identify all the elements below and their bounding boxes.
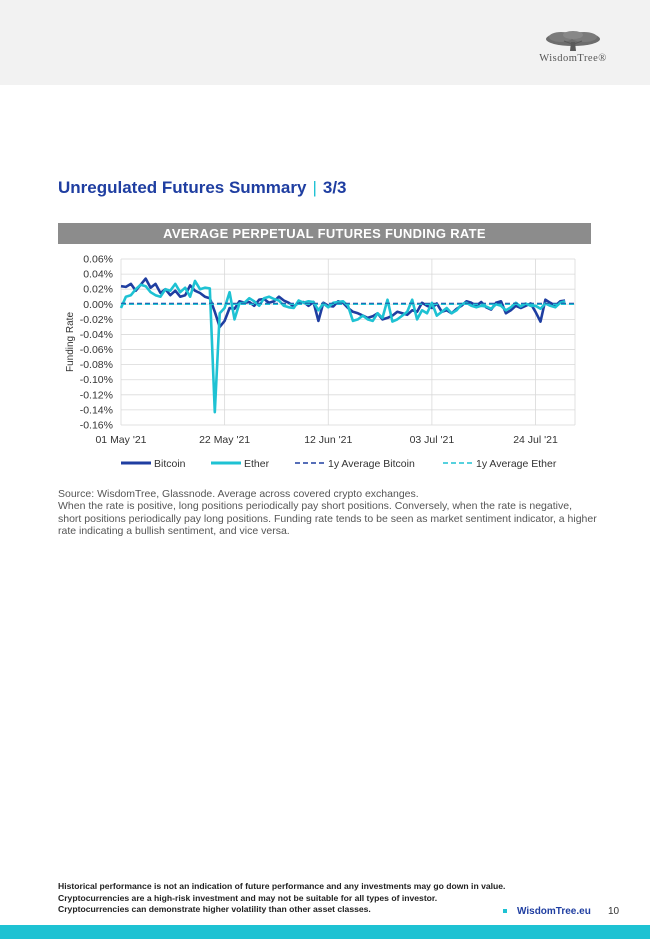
website-link-text[interactable]: WisdomTree.eu (517, 906, 591, 917)
tree-icon (546, 31, 600, 51)
legend-label-1y-average-bitcoin: 1y Average Bitcoin (328, 458, 415, 470)
bullet-square-icon (503, 909, 507, 914)
y-tick-label: 0.02% (83, 284, 113, 296)
y-tick-label: -0.14% (80, 404, 113, 416)
y-axis-label: Funding Rate (65, 312, 76, 372)
page-title-page: 3/3 (322, 178, 347, 197)
x-tick-label: 22 May '21 (199, 434, 250, 446)
funding-rate-chart: 0.06% 0.04% 0.02% 0.00% -0.02% -0.04% -0.06% -0… (65, 254, 576, 470)
y-tick-label: 0.00% (83, 299, 113, 311)
y-tick-label: 0.04% (83, 269, 113, 281)
disclaimer-line-3: Cryptocurrencies can demonstrate higher … (58, 904, 371, 914)
y-tick-label: -0.02% (80, 314, 113, 326)
header-band (0, 0, 650, 85)
logo[interactable]: WisdomTree® (518, 30, 628, 75)
y-tick-label: -0.08% (80, 359, 113, 371)
x-tick-label: 03 Jul '21 (410, 434, 455, 446)
legend-label-ether: Ether (244, 458, 270, 470)
y-tick-label: -0.06% (80, 344, 113, 356)
series-line-ether (119, 279, 566, 414)
page-title: Unregulated Futures Summary | 3/3 (58, 178, 347, 198)
website-link[interactable]: WisdomTree.eu (503, 906, 591, 917)
page-title-main: Unregulated Futures Summary (58, 178, 307, 197)
disclaimer: Historical performance is not an indicat… (58, 881, 528, 916)
logo-text: WisdomTree® (539, 53, 607, 64)
y-tick-label: -0.16% (80, 420, 113, 432)
chart-notes: Source: WisdomTree, Glassnode. Average a… (58, 488, 598, 537)
y-tick-label: -0.12% (80, 389, 113, 401)
page-number: 10 (608, 906, 620, 917)
x-tick-label: 12 Jun '21 (304, 434, 352, 446)
page-title-separator: | (312, 178, 317, 197)
footer-bar (0, 925, 650, 939)
y-tick-label: -0.10% (80, 374, 113, 386)
explanation-note: When the rate is positive, long position… (58, 500, 597, 537)
disclaimer-line-2: Cryptocurrencies are a high-risk investm… (58, 892, 438, 903)
x-tick-label: 24 Jul '21 (513, 434, 558, 446)
x-tick-label: 01 May '21 (95, 434, 146, 446)
legend-label-bitcoin: Bitcoin (154, 458, 186, 470)
legend-label-1y-average-ether: 1y Average Ether (476, 458, 557, 470)
y-tick-label: 0.06% (83, 254, 113, 266)
disclaimer-line-1: Historical performance is not an indicat… (58, 881, 506, 891)
y-tick-label: -0.04% (80, 329, 113, 341)
chart-title: AVERAGE PERPETUAL FUTURES FUNDING RATE (58, 223, 591, 244)
source-note: Source: WisdomTree, Glassnode. Average a… (58, 488, 419, 500)
